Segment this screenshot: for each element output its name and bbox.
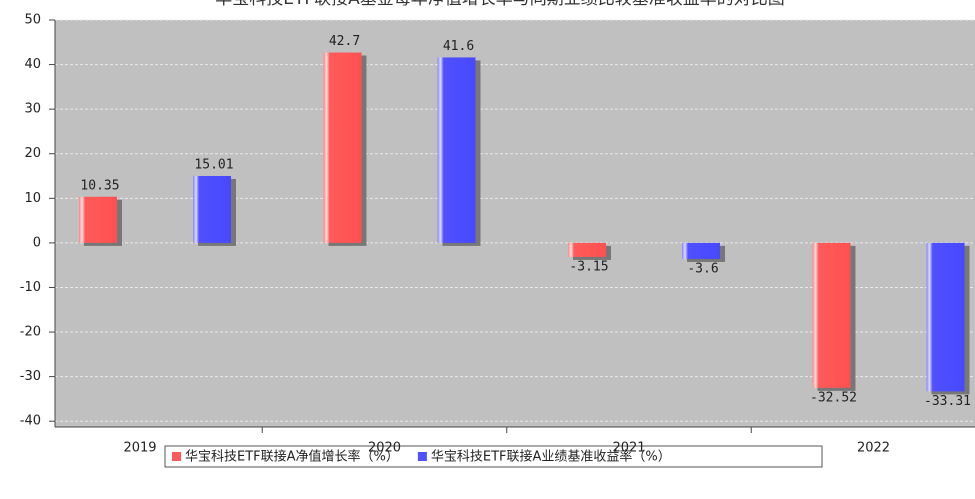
bar [926,242,965,392]
y-tick-label: -30 [20,369,41,384]
legend-swatch [417,452,427,461]
y-tick-label: 30 [24,102,41,117]
x-tick-label: 2021 [612,441,645,456]
y-tick-label: 20 [24,146,41,161]
legend [164,445,823,468]
value-label: -3.15 [569,259,608,274]
bar [812,242,851,388]
value-label: -3.6 [687,261,718,276]
bar [437,57,476,243]
bar [193,175,231,243]
chart-title: 华宝科技ETF联接A基金每年净值增长率与同期业绩比较基准收益率的对比图 [215,0,785,9]
bar [79,196,117,243]
x-tick-label: 2019 [123,441,156,456]
value-label: 42.7 [329,34,360,49]
x-tick-label: 2020 [368,441,401,456]
bar [323,52,362,243]
bar [682,242,720,259]
y-tick-label: 0 [33,235,41,250]
bar [568,242,606,257]
value-label: 10.35 [80,178,119,193]
value-label: 15.01 [194,157,233,172]
y-tick-label: -40 [20,414,41,429]
y-tick-label: 50 [24,13,41,28]
y-tick-label: 40 [24,57,41,72]
legend-swatch [172,452,181,461]
value-label: 41.6 [443,39,474,54]
legend-label: 华宝科技ETF联接A净值增长率（%） [185,449,399,465]
y-tick-label: -10 [20,280,41,295]
x-tick-label: 2022 [857,441,890,456]
y-tick-label: -20 [20,325,41,340]
legend-label: 华宝科技ETF联接A业绩基准收益率（%） [431,449,671,465]
value-label: -33.31 [924,394,971,409]
y-tick-label: 10 [24,191,41,206]
value-label: -32.52 [810,390,857,405]
